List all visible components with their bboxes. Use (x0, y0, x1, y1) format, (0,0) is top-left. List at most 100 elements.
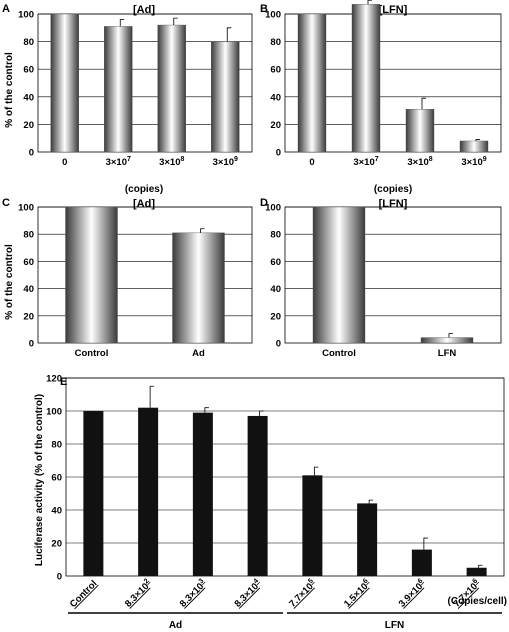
x-tick-label: Control (75, 348, 109, 359)
panel-d: D [LFN] 0 20 40 60 80 100 Control LFN (260, 197, 502, 359)
x-tick-label: 3×109 (213, 156, 238, 168)
error-bar (200, 228, 205, 233)
y-tick-label: 0 (276, 148, 281, 159)
group-brackets: Ad LFN (68, 612, 502, 631)
bar (65, 206, 118, 344)
error-bar (226, 27, 232, 42)
y-tick-label: 40 (270, 92, 281, 103)
y-tick-label: 0 (29, 148, 34, 159)
x-tick-label: Control (322, 348, 356, 359)
y-tick-label: 100 (46, 407, 62, 418)
error-bar (119, 19, 125, 27)
bar (466, 567, 487, 576)
y-tick-label: 100 (18, 203, 34, 214)
bar (192, 412, 213, 576)
x-axis-label: (Copies/cell) (448, 596, 507, 607)
y-axis-label: Luciferase activity (% of the control) (34, 394, 45, 566)
y-tick-label: 20 (270, 120, 281, 131)
plot-area: 0 20 40 60 80 100 0 3×107 3×108 3×109 (265, 0, 502, 168)
error-bar (173, 17, 178, 26)
error-bar (149, 385, 155, 408)
bar (247, 415, 268, 576)
y-tick-label: 60 (270, 65, 281, 76)
y-tick-label: 60 (270, 257, 281, 268)
plot-frame (284, 13, 502, 153)
y-tick-label: 120 (46, 374, 62, 385)
bar (459, 140, 489, 153)
y-axis-label: % of the control (4, 244, 15, 320)
y-tick-label: 60 (23, 65, 34, 76)
y-tick-label: 0 (276, 339, 281, 350)
x-tick-label: 0 (62, 157, 67, 168)
bar (157, 24, 186, 153)
x-tick-label: 7.7×105 (287, 578, 319, 610)
x-tick-label: 3×109 (461, 156, 486, 168)
error-bar (475, 139, 480, 141)
y-tick-label: 0 (57, 572, 62, 583)
y-tick-label: 80 (270, 37, 281, 48)
plot-frame (65, 377, 505, 577)
error-bar (313, 466, 319, 476)
panel-c: C [Ad] % of the control 0 20 40 60 80 100 Cont… (2, 197, 253, 359)
bar (138, 407, 159, 576)
bar (312, 206, 366, 344)
y-tick-label: 80 (23, 37, 34, 48)
group-label: LFN (385, 620, 404, 631)
bar (357, 503, 378, 576)
bar (405, 109, 435, 153)
x-tick-label: Ad (192, 348, 205, 359)
plot-area: 0 20 40 60 80 100 0 3×107 3×108 3×109 (18, 10, 253, 168)
y-tick-label: 80 (51, 440, 62, 451)
y-axis-label: % of the control (4, 52, 15, 128)
error-bar (423, 537, 428, 550)
error-bar (448, 333, 453, 338)
bar (83, 411, 104, 576)
panel-letter: C (2, 197, 10, 209)
x-tick-label: 0 (309, 157, 314, 168)
plot-area: 0 20 40 60 80 100 Control Ad (18, 203, 253, 359)
panel-letter: B (260, 3, 268, 15)
panel-b: B [LFN] (copies) 0 20 40 60 80 100 0 3×107 3×108… (260, 0, 502, 195)
plot-frame (284, 206, 502, 344)
x-tick-label: 8.3×104 (232, 578, 264, 610)
y-tick-label: 100 (265, 10, 281, 21)
x-axis-label: (copies) (125, 184, 163, 195)
y-tick-label: 40 (23, 92, 34, 103)
error-bar (204, 407, 209, 413)
y-tick-label: 20 (51, 539, 62, 550)
x-tick-label: 3×108 (159, 156, 184, 168)
panel-title: [LFN] (379, 4, 408, 16)
bar (104, 26, 133, 153)
error-bar (259, 410, 264, 416)
error-bar (478, 564, 483, 568)
y-tick-label: 100 (18, 10, 34, 21)
y-tick-label: 40 (23, 284, 34, 295)
y-tick-label: 100 (265, 203, 281, 214)
bar (297, 13, 327, 153)
x-tick-label: 3×107 (353, 156, 378, 168)
x-tick-label: 1.5×106 (341, 578, 373, 610)
panel-a: A [Ad] % of the control (copies) 0 20 40 60… (2, 3, 253, 195)
x-tick-label: 3×107 (106, 156, 131, 168)
y-tick-label: 20 (23, 120, 34, 131)
y-tick-label: 20 (23, 311, 34, 322)
bar (302, 475, 323, 576)
x-tick-label: Control (68, 578, 100, 610)
bar (420, 337, 474, 344)
error-bar (367, 0, 372, 5)
plot-area: 0 20 40 60 80 100 Control LFN (265, 203, 502, 359)
x-tick-label: LFN (438, 348, 457, 359)
panel-letter: E (60, 376, 67, 388)
plot-frame (37, 13, 253, 153)
bar (211, 41, 240, 153)
plot-area: 0 20 40 60 80 100 120 Control 8.3×102 8.3×103 8.3×… (46, 374, 505, 610)
x-axis-label: (copies) (374, 184, 412, 195)
bar (411, 549, 432, 576)
x-tick-label: 3×108 (407, 156, 432, 168)
y-tick-label: 60 (51, 473, 62, 484)
x-tick-label: 8.3×102 (122, 578, 154, 610)
bar (351, 4, 381, 153)
plot-frame (37, 206, 253, 344)
error-bar (368, 499, 374, 504)
panel-letter: D (260, 197, 268, 209)
